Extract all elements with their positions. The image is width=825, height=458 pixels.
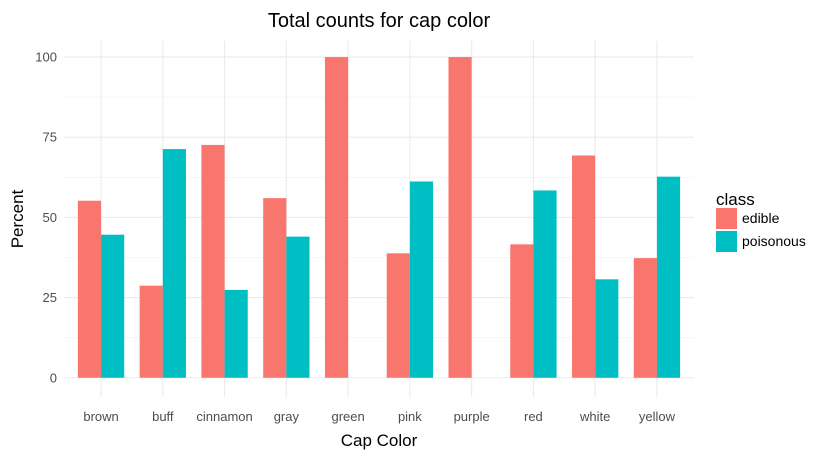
- bar-edible-purple: [448, 57, 472, 378]
- bar-edible-white: [572, 155, 596, 378]
- bar-poisonous-yellow: [656, 176, 681, 378]
- bar-edible-red: [510, 244, 534, 378]
- bar-poisonous-cinnamon: [224, 289, 248, 378]
- bar-edible-yellow: [633, 258, 657, 378]
- legend-title: class: [716, 190, 755, 209]
- bar-edible-pink: [386, 253, 410, 378]
- legend-label-edible: edible: [742, 210, 780, 226]
- legend-swatch-poisonous: [716, 231, 737, 252]
- bar-poisonous-brown: [101, 234, 125, 378]
- x-tick-label: white: [579, 409, 610, 424]
- bar-poisonous-gray: [286, 236, 310, 378]
- y-axis-ticks: 0 25 50 75 100: [35, 50, 57, 386]
- y-tick-label: 0: [50, 370, 57, 385]
- y-axis-title: Percent: [8, 189, 27, 248]
- bar-poisonous-buff: [162, 149, 186, 378]
- x-axis-title: Cap Color: [341, 431, 418, 450]
- legend: class edible poisonous: [716, 190, 806, 252]
- x-tick-label: green: [331, 409, 364, 424]
- x-tick-label: yellow: [639, 409, 676, 424]
- x-tick-label: purple: [454, 409, 490, 424]
- y-tick-label: 25: [43, 290, 57, 305]
- legend-label-poisonous: poisonous: [742, 233, 806, 249]
- x-tick-label: buff: [152, 409, 174, 424]
- bar-edible-brown: [77, 200, 102, 378]
- bar-edible-green: [324, 57, 349, 378]
- legend-items: edible poisonous: [716, 208, 806, 252]
- y-tick-label: 100: [35, 50, 57, 65]
- y-tick-label: 75: [43, 130, 57, 145]
- bars-layer: [77, 57, 681, 378]
- chart-title: Total counts for cap color: [268, 10, 491, 32]
- x-tick-label: cinnamon: [196, 409, 252, 424]
- x-axis-ticks: brown buff cinnamon gray green pink purple red w…: [83, 409, 675, 424]
- legend-swatch-edible: [716, 208, 737, 229]
- bar-poisonous-white: [595, 279, 619, 378]
- bar-edible-buff: [139, 285, 163, 378]
- x-tick-label: pink: [398, 409, 422, 424]
- x-tick-label: brown: [83, 409, 118, 424]
- y-tick-label: 50: [43, 210, 57, 225]
- x-tick-label: red: [524, 409, 543, 424]
- x-tick-label: gray: [274, 409, 300, 424]
- bar-edible-cinnamon: [201, 144, 225, 378]
- bar-poisonous-pink: [409, 181, 434, 378]
- bar-edible-gray: [263, 198, 287, 378]
- bar-poisonous-red: [533, 190, 557, 378]
